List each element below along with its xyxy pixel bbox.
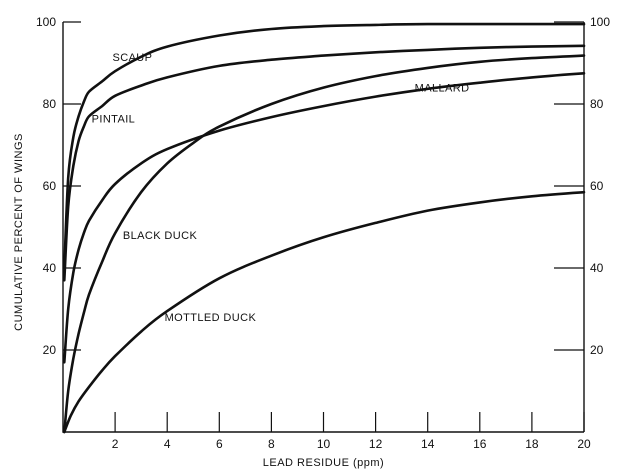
x-tick-label: 6: [216, 437, 223, 451]
x-tick-label: 18: [525, 437, 539, 451]
tick-marks: [63, 21, 585, 432]
tick-labels: 2 4 6 8 10 12 14 16 18 20 20 40 60 80 100 20 40 60 80 100: [36, 15, 610, 451]
y-tick-label-right: 100: [590, 15, 610, 29]
x-tick-label: 14: [421, 437, 435, 451]
y-tick-label-left: 60: [43, 179, 57, 193]
series-line-scaup: [63, 22, 586, 270]
y-tick-label-right: 60: [590, 179, 604, 193]
y-tick-label-right: 40: [590, 261, 604, 275]
y-tick-label-right: 80: [590, 97, 604, 111]
series-line-pintail: [63, 44, 586, 282]
series-label-black-duck: BLACK DUCK: [123, 230, 198, 242]
x-tick-label: 8: [268, 437, 275, 451]
x-tick-label: 10: [317, 437, 331, 451]
series-label-pintail: PINTAIL: [92, 113, 136, 125]
y-tick-label-left: 40: [43, 261, 57, 275]
y-tick-label-left: 20: [43, 343, 57, 357]
axes: [62, 22, 585, 433]
x-tick-label: 2: [112, 437, 119, 451]
x-tick-label: 12: [369, 437, 383, 451]
series-line-mottled-duck: [63, 190, 586, 434]
series-line-mallard: [63, 72, 586, 364]
x-tick-label: 20: [577, 437, 591, 451]
series-label-mottled-duck: MOTTLED DUCK: [165, 312, 257, 324]
series-curves: [63, 22, 586, 434]
axis-frame: [62, 22, 584, 433]
x-tick-label: 16: [473, 437, 487, 451]
x-axis-title: LEAD RESIDUE (ppm): [263, 457, 384, 469]
series-label-scaup: SCAUP: [112, 52, 152, 64]
series-line-black-duck: [63, 54, 586, 434]
y-tick-label-right: 20: [590, 343, 604, 357]
y-tick-label-left: 100: [36, 15, 56, 29]
series-label-mallard: MALLARD: [415, 83, 470, 95]
y-axis-title: CUMULATIVE PERCENT OF WINGS: [13, 133, 25, 331]
y-tick-label-left: 80: [43, 97, 57, 111]
x-tick-label: 4: [164, 437, 171, 451]
series-labels: SCAUP PINTAIL MALLARD BLACK DUCK MOTTLED DUC…: [92, 52, 470, 324]
